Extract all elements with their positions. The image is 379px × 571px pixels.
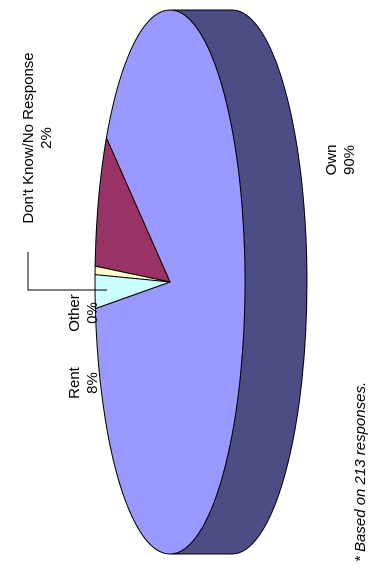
label-other-name: Other bbox=[66, 294, 83, 332]
label-own-pct: 90% bbox=[341, 145, 358, 175]
footnote-text: * Based on 213 responses. bbox=[352, 382, 369, 562]
label-own: Own 90% bbox=[323, 145, 358, 176]
label-rent: Rent 8% bbox=[66, 366, 101, 399]
label-rent-name: Rent bbox=[66, 366, 83, 399]
pie-slices bbox=[94, 9, 246, 555]
pie-slice-dont-know bbox=[94, 274, 171, 310]
label-dont-know-name: Don't Know/No Response bbox=[20, 52, 37, 223]
label-dont-know: Don't Know/No Response 2% bbox=[20, 52, 55, 223]
label-other: Other 0% bbox=[66, 294, 101, 332]
label-own-name: Own bbox=[323, 145, 340, 176]
label-dont-know-pct: 2% bbox=[38, 127, 55, 149]
label-other-pct: 0% bbox=[84, 302, 101, 324]
footnote: * Based on 213 responses. bbox=[352, 382, 369, 562]
leader-line-dont-know bbox=[27, 252, 107, 291]
pie-slice-rent bbox=[94, 136, 171, 283]
label-rent-pct: 8% bbox=[84, 372, 101, 394]
